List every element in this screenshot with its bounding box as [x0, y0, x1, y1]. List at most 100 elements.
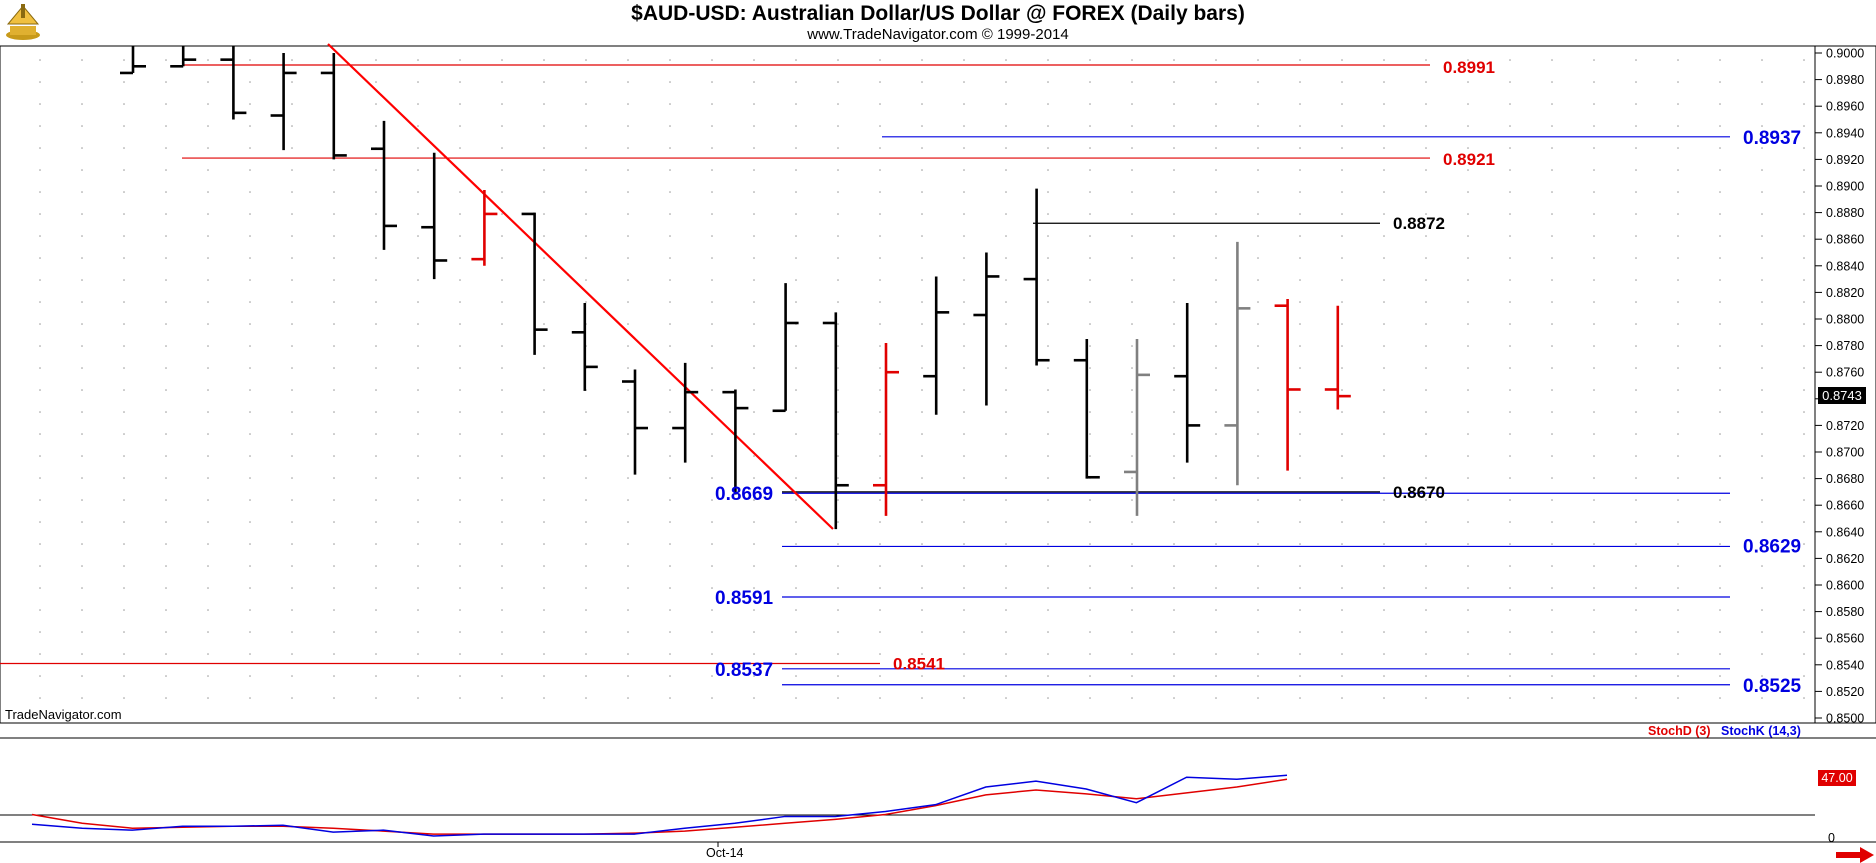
grid-dot — [669, 213, 671, 215]
grid-dot — [1341, 521, 1343, 523]
grid-dot — [669, 279, 671, 281]
grid-dot — [123, 279, 125, 281]
grid-dot — [1299, 675, 1301, 677]
grid-dot — [585, 257, 587, 259]
ohlc-bar — [421, 152, 448, 280]
grid-dot — [1719, 609, 1721, 611]
grid-dot — [39, 257, 41, 259]
grid-dot — [249, 499, 251, 501]
grid-dot — [627, 609, 629, 611]
grid-dot — [249, 631, 251, 633]
grid-dot — [81, 147, 83, 149]
grid-dot — [1299, 521, 1301, 523]
grid-dot — [123, 477, 125, 479]
grid-dot — [1299, 653, 1301, 655]
grid-dot — [375, 433, 377, 435]
grid-dot — [753, 499, 755, 501]
grid-dot — [1047, 455, 1049, 457]
grid-dot — [627, 455, 629, 457]
grid-dot — [1803, 103, 1805, 105]
grid-dot — [1173, 257, 1175, 259]
grid-dot — [921, 323, 923, 325]
grid-dot — [1551, 609, 1553, 611]
grid-dot — [837, 81, 839, 83]
grid-dot — [1089, 279, 1091, 281]
grid-dot — [879, 697, 881, 699]
grid-dot — [375, 279, 377, 281]
grid-dot — [1047, 631, 1049, 633]
grid-dot — [291, 609, 293, 611]
grid-dot — [1257, 169, 1259, 171]
grid-dot — [291, 543, 293, 545]
grid-dot — [1551, 653, 1553, 655]
grid-dot — [291, 367, 293, 369]
grid-dot — [123, 169, 125, 171]
grid-dot — [1551, 543, 1553, 545]
grid-dot — [879, 59, 881, 61]
grid-dot — [1635, 279, 1637, 281]
grid-dot — [1509, 103, 1511, 105]
grid-dot — [333, 257, 335, 259]
grid-dot — [165, 389, 167, 391]
ohlc-bar — [371, 120, 397, 250]
grid-dot — [1635, 213, 1637, 215]
grid-dot — [165, 433, 167, 435]
grid-dot — [417, 147, 419, 149]
grid-dot — [1341, 235, 1343, 237]
grid-dot — [1551, 477, 1553, 479]
grid-dot — [1047, 279, 1049, 281]
grid-dot — [627, 477, 629, 479]
grid-dot — [1719, 389, 1721, 391]
grid-dot — [1467, 257, 1469, 259]
grid-dot — [879, 433, 881, 435]
grid-dot — [1383, 433, 1385, 435]
grid-dot — [1047, 59, 1049, 61]
scroll-right-arrow-icon[interactable] — [1836, 847, 1874, 863]
grid-dot — [963, 653, 965, 655]
grid-dot — [1593, 455, 1595, 457]
grid-dot — [1803, 411, 1805, 413]
grid-dot — [165, 213, 167, 215]
grid-dot — [879, 125, 881, 127]
grid-dot — [1761, 125, 1763, 127]
grid-dot — [375, 631, 377, 633]
grid-dot — [1509, 59, 1511, 61]
grid-dot — [963, 103, 965, 105]
grid-dot — [417, 301, 419, 303]
grid-dot — [165, 345, 167, 347]
grid-dot — [627, 257, 629, 259]
grid-dot — [417, 257, 419, 259]
price-tick-label: 0.8860 — [1826, 233, 1864, 247]
grid-dot — [669, 345, 671, 347]
grid-dot — [879, 543, 881, 545]
grid-dot — [375, 609, 377, 611]
grid-dot — [1089, 301, 1091, 303]
grid-dot — [1635, 191, 1637, 193]
grid-dot — [879, 477, 881, 479]
grid-dot — [1803, 587, 1805, 589]
grid-dot — [627, 411, 629, 413]
grid-dot — [291, 499, 293, 501]
grid-dot — [1131, 543, 1133, 545]
grid-dot — [1383, 587, 1385, 589]
grid-dot — [1299, 697, 1301, 699]
grid-dot — [753, 213, 755, 215]
grid-dot — [1383, 59, 1385, 61]
grid-dot — [1803, 433, 1805, 435]
grid-dot — [543, 279, 545, 281]
grid-dot — [543, 59, 545, 61]
grid-dot — [1593, 411, 1595, 413]
grid-dot — [1341, 257, 1343, 259]
grid-dot — [1635, 477, 1637, 479]
grid-dot — [1089, 213, 1091, 215]
grid-dot — [963, 697, 965, 699]
grid-dot — [795, 565, 797, 567]
grid-dot — [1131, 279, 1133, 281]
grid-dot — [1467, 279, 1469, 281]
grid-dot — [1341, 631, 1343, 633]
grid-dot — [795, 81, 797, 83]
grid-dot — [39, 59, 41, 61]
grid-dot — [1257, 389, 1259, 391]
grid-dot — [1803, 59, 1805, 61]
